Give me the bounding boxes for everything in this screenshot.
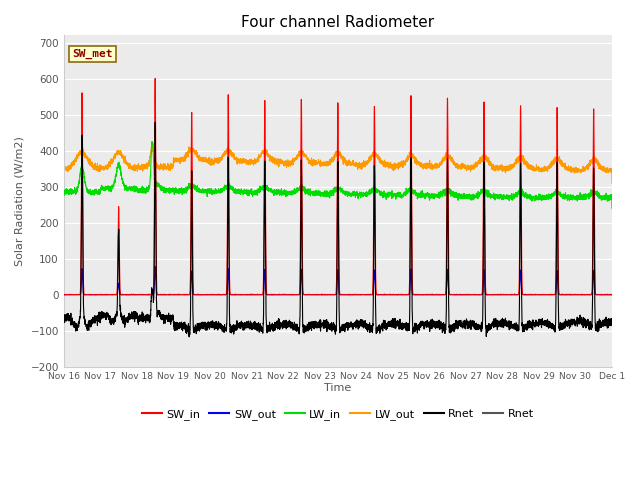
Legend: SW_in, SW_out, LW_in, LW_out, Rnet, Rnet: SW_in, SW_out, LW_in, LW_out, Rnet, Rnet (138, 404, 538, 424)
Y-axis label: Solar Radiation (W/m2): Solar Radiation (W/m2) (15, 136, 25, 266)
Title: Four channel Radiometer: Four channel Radiometer (241, 15, 435, 30)
Text: SW_met: SW_met (72, 49, 113, 59)
X-axis label: Time: Time (324, 384, 351, 394)
